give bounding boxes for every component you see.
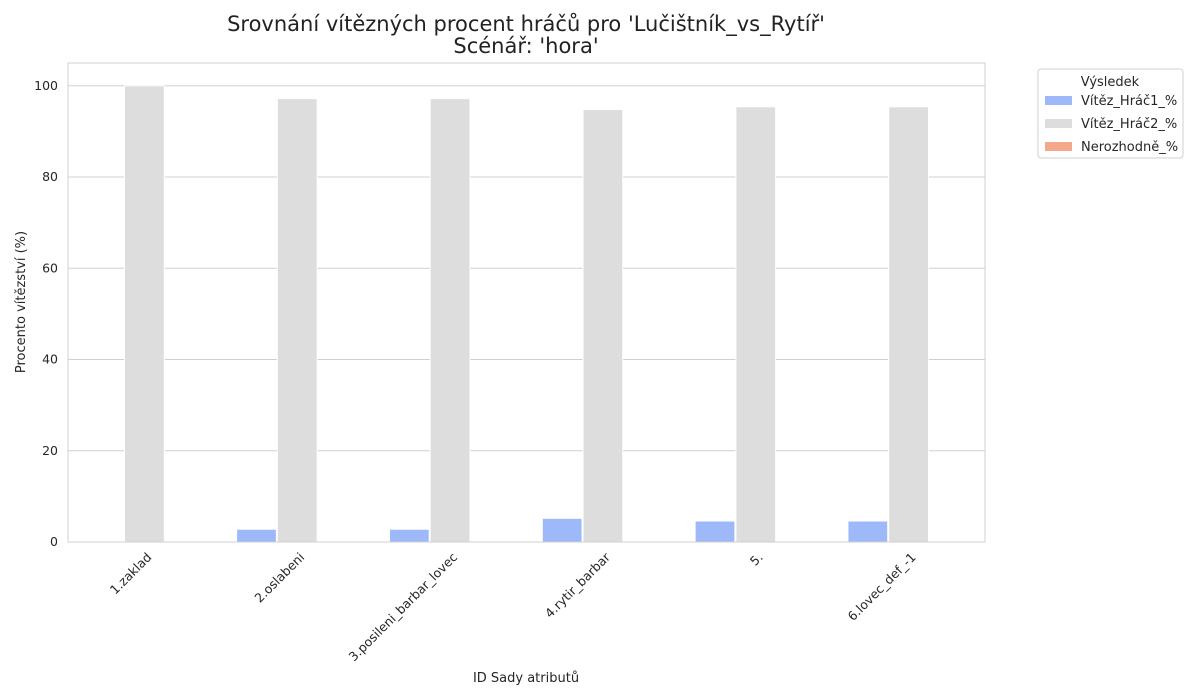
legend-label: Nerozhodně_%: [1081, 140, 1178, 155]
legend-swatch: [1045, 142, 1072, 151]
x-axis-label: ID Sady atributů: [473, 671, 579, 686]
bar: [236, 528, 277, 543]
x-tick-label: 6.lovec_def_-1: [844, 550, 918, 624]
legend: Výsledek Vítěz_Hráč1_% Vítěz_Hráč2_% Neroz…: [1037, 68, 1184, 159]
legend-swatch: [1045, 96, 1072, 105]
x-tick-label: 3.posileni_barbar_lovec: [346, 549, 461, 664]
legend-swatch: [1045, 119, 1072, 128]
bar: [582, 109, 624, 543]
y-axis-label: Procento vítězství (%): [14, 231, 29, 373]
x-tick-label: 5.: [747, 550, 766, 569]
y-tick-label: 100: [34, 78, 58, 93]
bar: [124, 85, 165, 543]
plot-frame: [67, 62, 986, 543]
chart-subtitle: Scénář: 'hora': [453, 34, 598, 58]
legend-label: Vítěz_Hráč2_%: [1081, 117, 1177, 132]
x-tick-label: 1.zaklad: [107, 550, 155, 598]
legend-label: Vítěz_Hráč1_%: [1081, 94, 1177, 109]
bar: [541, 517, 583, 543]
bar: [735, 106, 777, 543]
chart-title: Srovnání vítězných procent hráčů pro 'Lu…: [227, 12, 825, 37]
bar: [276, 98, 318, 543]
grid: [68, 85, 985, 543]
y-tick-label: 60: [42, 260, 58, 275]
y-axis-ticks: 0 20 40 60 80 100: [34, 78, 58, 549]
x-tick-label: 2.oslabeni: [251, 550, 307, 606]
legend-title: Výsledek: [1081, 75, 1140, 90]
legend-items: Vítěz_Hráč1_% Vítěz_Hráč2_% Nerozhodně_%: [1045, 94, 1178, 155]
x-tick-label: 4.rytir_barbar: [542, 549, 614, 621]
bar: [388, 528, 430, 543]
x-axis-ticks: 1.zaklad 2.oslabeni 3.posileni_barbar_love…: [107, 549, 919, 664]
y-tick-label: 40: [42, 352, 58, 367]
bar: [847, 520, 889, 543]
bar: [429, 98, 471, 543]
bar: [888, 106, 929, 543]
bars: [124, 85, 929, 543]
y-tick-label: 20: [42, 443, 58, 458]
bar: [694, 520, 736, 543]
y-tick-label: 80: [42, 169, 58, 184]
legend-box: [1037, 68, 1184, 159]
y-tick-label: 0: [50, 534, 58, 549]
